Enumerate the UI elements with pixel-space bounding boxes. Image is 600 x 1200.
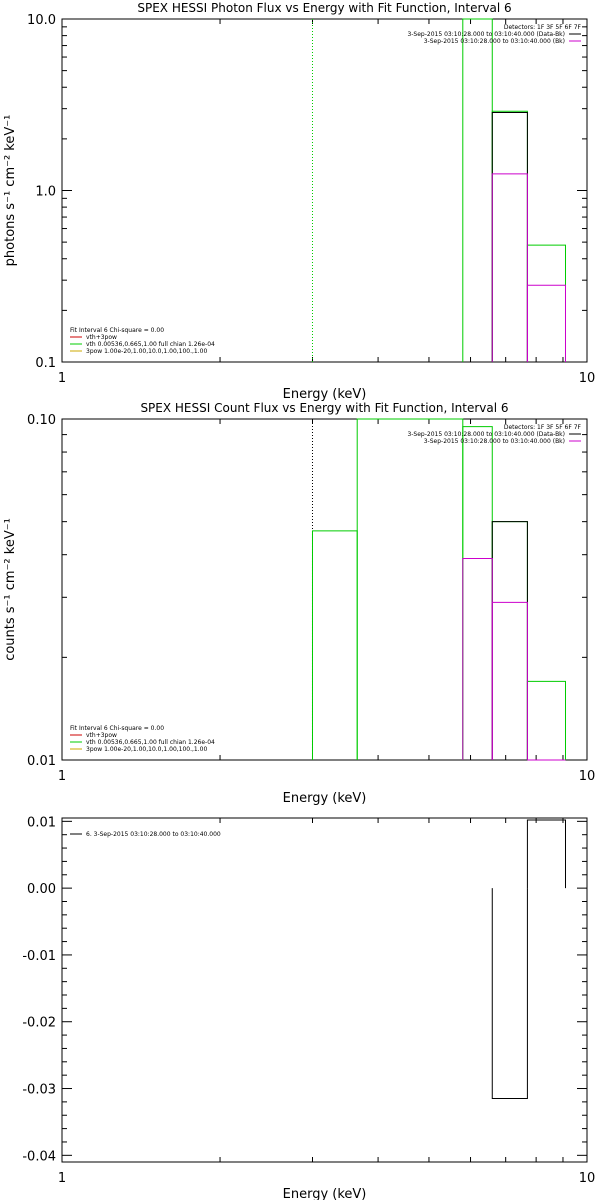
legend-text: 3-Sep-2015 03:10:28.000 to 03:10:40.000 … (407, 431, 565, 438)
legend-text: Fit Interval 6 Chi-square = 0.00 (70, 725, 164, 732)
legend-text: Detectors: 1F 3F 5F 6F 7F (504, 24, 582, 31)
data-step (491, 521, 528, 760)
x-tick-label: 1 (58, 371, 66, 386)
legend-text: 3-Sep-2015 03:10:28.000 to 03:10:40.000 … (424, 438, 565, 445)
data-step (526, 284, 566, 362)
legend-text: Fit Interval 6 Chi-square = 0.00 (70, 327, 164, 334)
y-tick-label: -0.01 (22, 949, 56, 964)
data-step (491, 601, 528, 760)
legend-text: 3pow 1.00e-20,1.00,10.0,1.00,100.,1.00 (86, 348, 207, 355)
x-tick-label: 1 (58, 1171, 66, 1186)
data-step (462, 426, 493, 760)
legend-text: 6. 3-Sep-2015 03:10:28.000 to 03:10:40.0… (86, 831, 221, 838)
plot-frame (61, 817, 588, 1163)
legend-bottom-left: Fit Interval 6 Chi-square = 0.00vth+3pow… (70, 725, 215, 753)
y-axis-label: counts s⁻¹ cm⁻² keV⁻¹ (3, 518, 18, 661)
data-step (491, 111, 528, 362)
legend-text: vth 0.00536,0.665,1.00 full chian 1.26e-… (86, 739, 215, 746)
y-tick-label: 0.01 (27, 815, 56, 830)
legend-top-right: Detectors: 1F 3F 5F 6F 7F3-Sep-2015 03:1… (407, 424, 581, 445)
x-tick-label: 10 (579, 371, 596, 386)
data-step (462, 18, 493, 362)
y-tick-label: -0.02 (22, 1016, 56, 1031)
y-tick-label: 1.0 (35, 185, 56, 200)
data-step (491, 888, 528, 1100)
legend-text: vth+3pow (86, 732, 117, 739)
series-2 (462, 557, 566, 761)
chart-resid: Energy (keV) 1 10 0.01 0.00 -0.01 -0.02 -0.03 -0… (22, 815, 595, 1200)
chart-photon: SPEX HESSI Photon Flux vs Energy with Fi… (3, 1, 595, 402)
y-tick-label: 0.01 (27, 754, 56, 769)
y-axis-label: photons s⁻¹ cm⁻² keV⁻¹ (3, 115, 18, 267)
legend-bottom-left: Fit Interval 6 Chi-square = 0.00vth+3pow… (70, 327, 215, 355)
legend-text: vth+3pow (86, 334, 117, 341)
plot-frame (61, 18, 588, 363)
x-tick-label: 10 (579, 1171, 596, 1186)
chart-count: SPEX HESSI Count Flux vs Energy with Fit… (3, 401, 595, 806)
x-axis-label: Energy (keV) (283, 387, 367, 402)
legend-top-left: 6. 3-Sep-2015 03:10:28.000 to 03:10:40.0… (70, 831, 221, 838)
series-1 (491, 111, 528, 362)
plot-frame (61, 418, 588, 761)
y-tick-label: -0.03 (22, 1083, 56, 1098)
x-axis-label: Energy (keV) (283, 1187, 367, 1200)
series-0 (491, 819, 566, 1100)
legend-text: vth 0.00536,0.665,1.00 full chian 1.26e-… (86, 341, 215, 348)
legend-text: 3pow 1.00e-20,1.00,10.0,1.00,100.,1.00 (86, 746, 207, 753)
data-step (311, 530, 358, 760)
data-step (526, 819, 566, 889)
x-tick-label: 10 (579, 769, 596, 784)
data-step (462, 557, 493, 760)
legend-top-right: Detectors: 1F 3F 5F 6F 7F3-Sep-2015 03:1… (407, 24, 581, 45)
chart-title: SPEX HESSI Photon Flux vs Energy with Fi… (137, 1, 511, 15)
y-tick-label: 0.1 (35, 356, 56, 371)
legend-text: 3-Sep-2015 03:10:28.000 to 03:10:40.000 … (407, 31, 565, 38)
y-tick-label: 0.00 (27, 882, 56, 897)
series-1 (491, 521, 528, 760)
series-2 (491, 173, 566, 362)
x-axis-label: Energy (keV) (283, 791, 367, 806)
data-step (356, 418, 464, 760)
y-tick-label: -0.04 (22, 1149, 56, 1164)
data-step (491, 521, 528, 760)
legend-text: Detectors: 1F 3F 5F 6F 7F (504, 424, 582, 431)
x-tick-label: 1 (58, 769, 66, 784)
series-0 (462, 18, 566, 362)
y-tick-label: 10.0 (27, 13, 56, 28)
data-step (491, 110, 528, 362)
y-tick-label: 0.10 (27, 413, 56, 428)
chart-title: SPEX HESSI Count Flux vs Energy with Fit… (140, 401, 508, 415)
data-step (526, 680, 566, 760)
data-step (491, 173, 528, 362)
data-step (526, 244, 566, 362)
legend-text: 3-Sep-2015 03:10:28.000 to 03:10:40.000 … (424, 38, 565, 45)
